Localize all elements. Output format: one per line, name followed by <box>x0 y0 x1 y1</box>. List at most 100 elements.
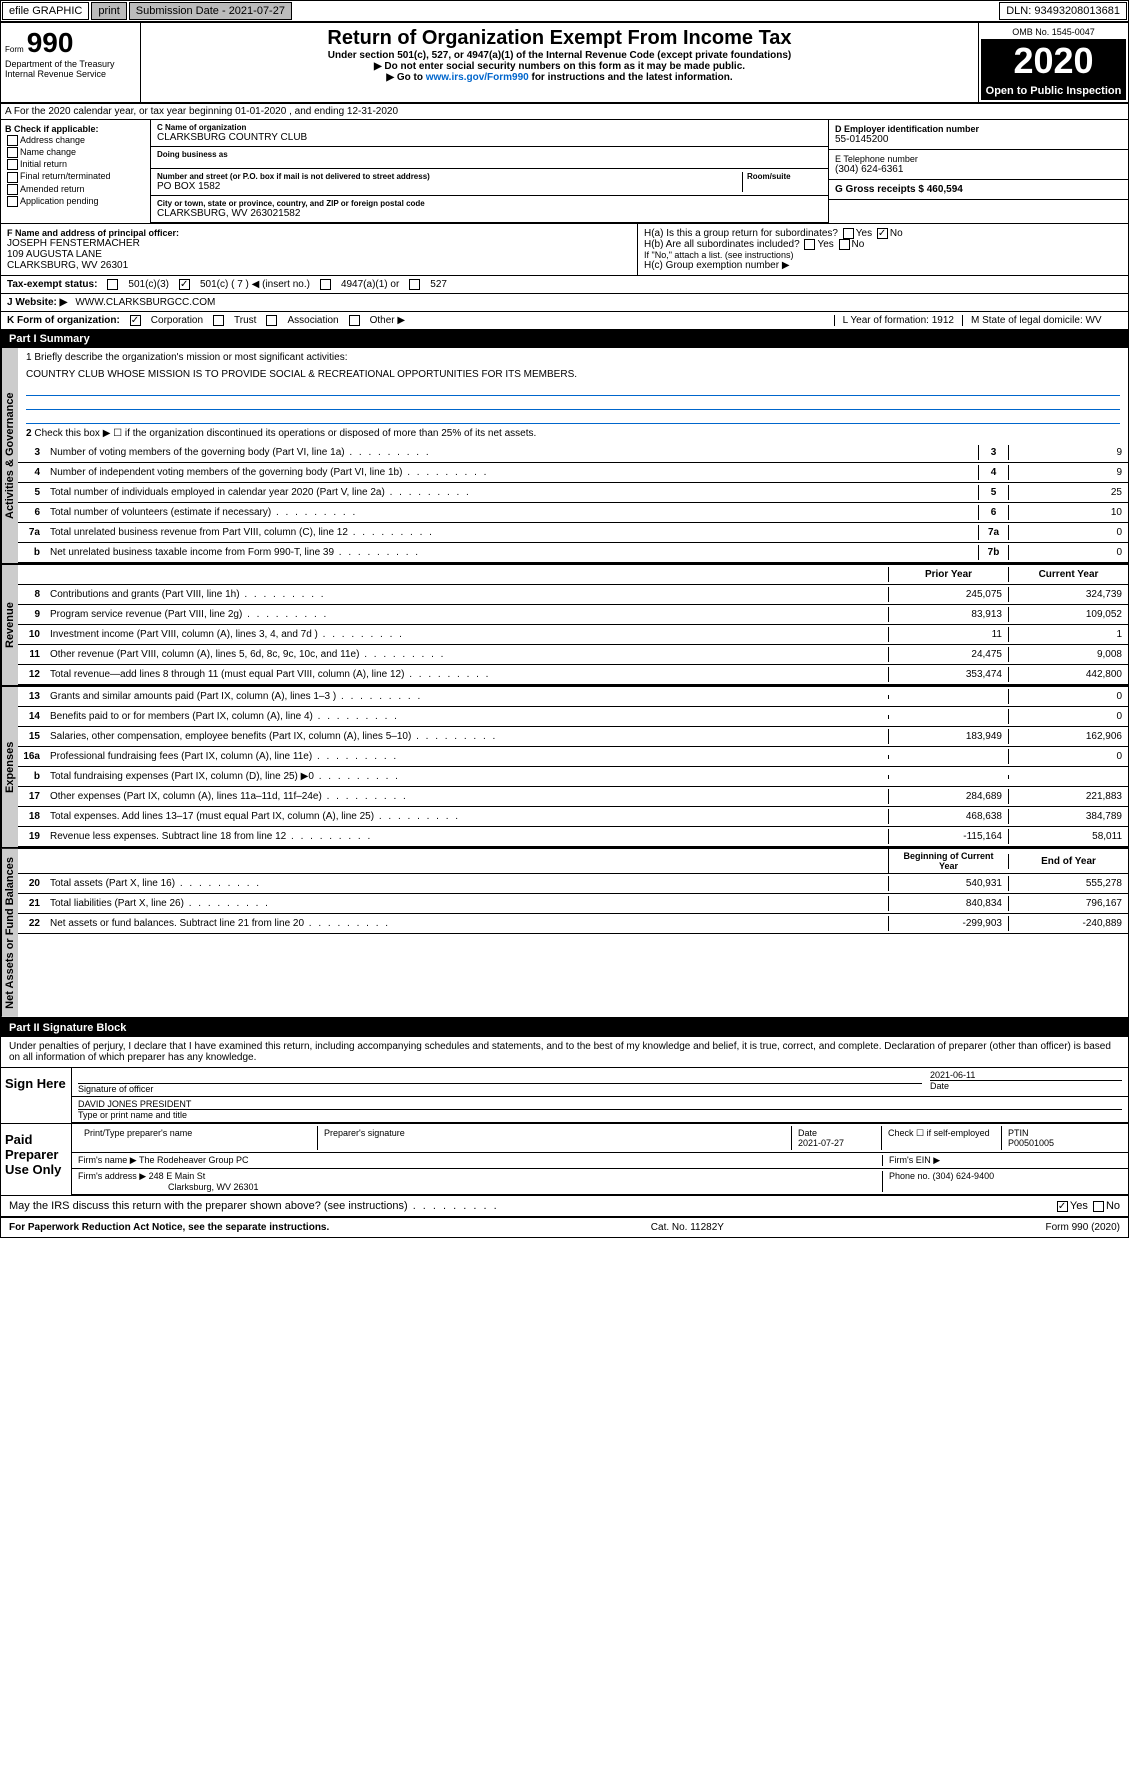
city-row: City or town, state or province, country… <box>151 196 828 223</box>
officer-name: JOSEPH FENSTERMACHER <box>7 238 631 249</box>
main-title: Return of Organization Exempt From Incom… <box>145 27 974 50</box>
part1-header: Part I Summary <box>1 330 1128 348</box>
data-row: 16aProfessional fundraising fees (Part I… <box>18 747 1128 767</box>
data-row: 18Total expenses. Add lines 13–17 (must … <box>18 807 1128 827</box>
cb-discuss-no[interactable] <box>1093 1201 1104 1212</box>
mission-line <box>26 396 1120 410</box>
ein-row: D Employer identification number 55-0145… <box>829 120 1128 150</box>
prep-header-row: Print/Type preparer's name Preparer's si… <box>72 1124 1128 1153</box>
net-assets-section: Net Assets or Fund Balances Beginning of… <box>1 849 1128 1019</box>
dept-treasury: Department of the Treasury <box>5 59 136 69</box>
governance-section: Activities & Governance 1 Briefly descri… <box>1 348 1128 565</box>
open-public: Open to Public Inspection <box>981 82 1126 100</box>
gross-row: G Gross receipts $ 460,594 <box>829 180 1128 200</box>
gov-row: bNet unrelated business taxable income f… <box>18 543 1128 563</box>
dept-irs: Internal Revenue Service <box>5 69 136 79</box>
firm-addr-row: Firm's address ▶ 248 E Main StClarksburg… <box>72 1169 1128 1195</box>
cb-name[interactable]: Name change <box>5 147 146 158</box>
side-governance: Activities & Governance <box>1 348 18 563</box>
form-id-cell: Form 990 Department of the Treasury Inte… <box>1 23 141 102</box>
mission-line <box>26 382 1120 396</box>
data-row: bTotal fundraising expenses (Part IX, co… <box>18 767 1128 787</box>
hb-note: If "No," attach a list. (see instruction… <box>644 250 1122 260</box>
phone-value: (304) 624-6361 <box>835 164 1122 175</box>
efile-label: efile GRAPHIC <box>2 2 89 20</box>
form-label: Form <box>5 45 24 54</box>
discuss-row: May the IRS discuss this return with the… <box>1 1196 1128 1217</box>
phone-row: E Telephone number (304) 624-6361 <box>829 150 1128 180</box>
org-name-row: C Name of organization CLARKSBURG COUNTR… <box>151 120 828 147</box>
col-b-header: B Check if applicable: <box>5 124 146 134</box>
cb-assoc[interactable] <box>266 315 277 326</box>
cb-other[interactable] <box>349 315 360 326</box>
cb-501c[interactable] <box>179 279 190 290</box>
cb-501c3[interactable] <box>107 279 118 290</box>
irs-link[interactable]: www.irs.gov/Form990 <box>426 72 529 83</box>
h-section: H(a) Is this a group return for subordin… <box>638 224 1128 275</box>
q2-row: 2 Check this box ▶ ☐ if the organization… <box>18 424 1128 443</box>
sig-officer[interactable]: Signature of officer <box>78 1070 922 1094</box>
data-row: 14Benefits paid to or for members (Part … <box>18 707 1128 727</box>
note-ssn: ▶ Do not enter social security numbers o… <box>145 61 974 72</box>
cb-trust[interactable] <box>213 315 224 326</box>
cb-527[interactable] <box>409 279 420 290</box>
side-expenses: Expenses <box>1 687 18 847</box>
data-row: 15Salaries, other compensation, employee… <box>18 727 1128 747</box>
data-row: 9Program service revenue (Part VIII, lin… <box>18 605 1128 625</box>
org-info: C Name of organization CLARKSBURG COUNTR… <box>151 120 828 223</box>
print-button[interactable]: print <box>91 2 126 20</box>
net-header-row: Beginning of Current Year End of Year <box>18 849 1128 874</box>
year-header-row: Prior Year Current Year <box>18 565 1128 585</box>
data-row: 19Revenue less expenses. Subtract line 1… <box>18 827 1128 847</box>
ein-value: 55-0145200 <box>835 134 1122 145</box>
officer-addr1: 109 AUGUSTA LANE <box>7 249 631 260</box>
q1-label: 1 Briefly describe the organization's mi… <box>18 348 1128 367</box>
cb-final[interactable]: Final return/terminated <box>5 171 146 182</box>
data-row: 20Total assets (Part X, line 16)540,9315… <box>18 874 1128 894</box>
firm-ein: Firm's EIN ▶ <box>882 1155 1122 1166</box>
preparer-label: Paid Preparer Use Only <box>1 1124 71 1195</box>
data-row: 13Grants and similar amounts paid (Part … <box>18 687 1128 707</box>
section-a: A For the 2020 calendar year, or tax yea… <box>1 104 1128 120</box>
sign-here-grid: Sign Here Signature of officer 2021-06-1… <box>1 1068 1128 1124</box>
website-row: J Website: ▶ WWW.CLARKSBURGCC.COM <box>1 294 1128 312</box>
cb-initial[interactable]: Initial return <box>5 159 146 170</box>
prep-self-emp[interactable]: Check ☐ if self-employed <box>882 1126 1002 1150</box>
form-footer: Form 990 (2020) <box>1046 1222 1120 1233</box>
officer-row: F Name and address of principal officer:… <box>1 224 1128 276</box>
hb-row: H(b) Are all subordinates included? Yes … <box>644 239 1122 250</box>
form-container: efile GRAPHIC print Submission Date - 20… <box>0 0 1129 1238</box>
cb-corp[interactable] <box>130 315 141 326</box>
submission-date: Submission Date - 2021-07-27 <box>129 2 292 20</box>
org-city: CLARKSBURG, WV 263021582 <box>157 208 822 219</box>
cb-amended[interactable]: Amended return <box>5 184 146 195</box>
cb-4947[interactable] <box>320 279 331 290</box>
end-year-header: End of Year <box>1008 854 1128 869</box>
perjury-text: Under penalties of perjury, I declare th… <box>1 1037 1128 1068</box>
prep-ptin: PTINP00501005 <box>1002 1126 1122 1150</box>
subtitle: Under section 501(c), 527, or 4947(a)(1)… <box>145 50 974 61</box>
gross-receipts: G Gross receipts $ 460,594 <box>835 184 1122 195</box>
dba-row: Doing business as <box>151 147 828 169</box>
cb-app-pending[interactable]: Application pending <box>5 196 146 207</box>
mission-line <box>26 410 1120 424</box>
tax-status-row: Tax-exempt status: 501(c)(3) 501(c) ( 7 … <box>1 276 1128 294</box>
omb-number: OMB No. 1545-0047 <box>981 25 1126 40</box>
gov-row: 6Total number of volunteers (estimate if… <box>18 503 1128 523</box>
prep-date: Date2021-07-27 <box>792 1126 882 1150</box>
state-domicile: M State of legal domicile: WV <box>962 315 1122 326</box>
cb-discuss-yes[interactable] <box>1057 1201 1068 1212</box>
gov-row: 3Number of voting members of the governi… <box>18 443 1128 463</box>
part2-header: Part II Signature Block <box>1 1019 1128 1037</box>
begin-year-header: Beginning of Current Year <box>888 849 1008 873</box>
gov-row: 7aTotal unrelated business revenue from … <box>18 523 1128 543</box>
sig-officer-row: Signature of officer 2021-06-11 Date <box>72 1068 1128 1097</box>
side-revenue: Revenue <box>1 565 18 685</box>
ha-row: H(a) Is this a group return for subordin… <box>644 228 1122 239</box>
hc-row: H(c) Group exemption number ▶ <box>644 260 1122 271</box>
form-number: 990 <box>27 27 74 58</box>
cb-address[interactable]: Address change <box>5 135 146 146</box>
officer-info: F Name and address of principal officer:… <box>1 224 638 275</box>
mission-text: COUNTRY CLUB WHOSE MISSION IS TO PROVIDE… <box>18 367 1128 382</box>
current-year-header: Current Year <box>1008 567 1128 582</box>
